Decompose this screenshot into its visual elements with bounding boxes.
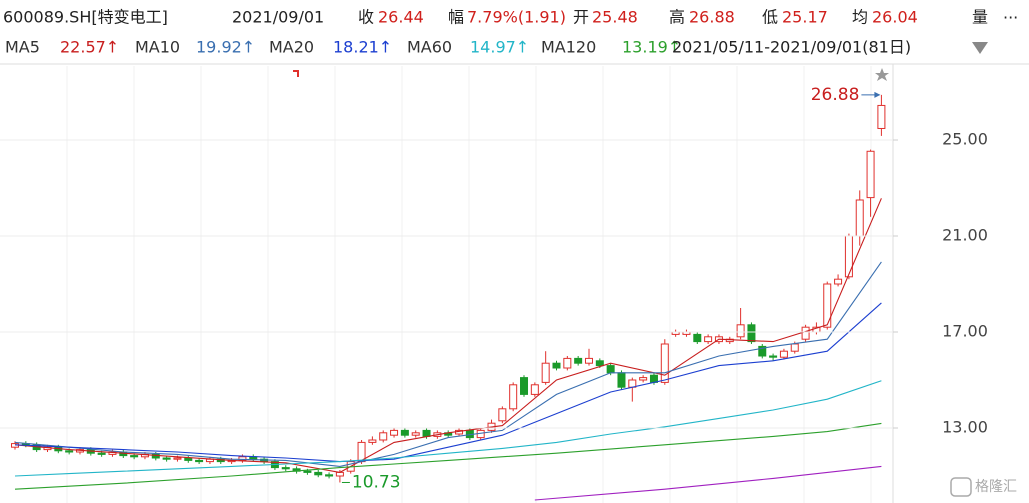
ma-line	[14, 302, 882, 463]
candle-body	[314, 471, 323, 476]
candle-body	[162, 457, 171, 460]
candle-body	[390, 429, 399, 436]
y-tick-label: 17.00	[942, 322, 988, 341]
candle-body	[758, 345, 767, 357]
candle-body	[97, 452, 106, 455]
candle-body	[790, 343, 799, 352]
candle-body	[422, 429, 431, 437]
high-annotation: 26.88	[811, 85, 860, 105]
candle-body	[130, 455, 139, 458]
candle-body	[281, 467, 290, 470]
candle-body	[303, 470, 312, 473]
candle-body	[411, 432, 420, 436]
y-tick-label: 13.00	[942, 418, 988, 437]
candle-body	[834, 278, 843, 285]
candle-body	[704, 336, 713, 343]
volume-label: 量	[972, 8, 988, 27]
ma-line	[14, 422, 882, 490]
change-label: 幅	[448, 8, 464, 27]
candle-body	[541, 362, 550, 383]
legend-value: 19.92↑	[196, 38, 255, 57]
candle-body	[325, 474, 334, 477]
candle-body	[595, 360, 604, 367]
chart-title: 600089.SH[特变电工]	[3, 8, 168, 27]
star-icon	[875, 68, 889, 81]
candle-body	[379, 432, 388, 441]
candle-body	[747, 324, 756, 343]
more[interactable]: ...	[1003, 4, 1018, 23]
legend-name: MA5	[5, 38, 40, 57]
candle-body	[801, 326, 810, 340]
open-value: 25.48	[592, 8, 638, 27]
plot-area	[11, 66, 886, 503]
close-label: 收	[358, 8, 374, 27]
open-label: 开	[573, 8, 589, 27]
candle-body	[639, 377, 648, 381]
candle-body	[877, 104, 886, 129]
legend-name: MA120	[541, 38, 596, 57]
candle-body	[736, 324, 745, 338]
high-label: 高	[669, 8, 685, 27]
candle-body	[660, 343, 669, 383]
close-value: 26.44	[378, 8, 424, 27]
candle-body	[520, 377, 529, 395]
high-arrowhead	[874, 91, 881, 98]
candle-body	[617, 372, 626, 388]
candle-body	[65, 450, 74, 453]
watermark: 格隆汇	[950, 477, 1017, 497]
candle-body	[574, 357, 583, 364]
candle-body	[584, 357, 593, 364]
range-label: 2021/05/11-2021/09/01(81日)	[672, 38, 911, 57]
high-value: 26.88	[689, 8, 735, 27]
avg-label: 均	[852, 8, 868, 27]
candle-body	[173, 457, 182, 460]
legend-value: 18.21↑	[333, 38, 392, 57]
legend-value: 13.19↑	[622, 38, 681, 57]
ma-line	[14, 380, 882, 477]
candle-body	[552, 362, 561, 369]
candle-body	[400, 429, 409, 436]
low-label: 低	[762, 8, 778, 27]
candle-body	[866, 150, 875, 199]
candle-body	[769, 355, 778, 358]
y-tick-label: 21.00	[942, 226, 988, 245]
low-annotation: 10.73	[352, 472, 401, 492]
candle-body	[498, 408, 507, 422]
ma-line	[14, 198, 882, 473]
candle-body	[693, 333, 702, 343]
candle-body	[855, 199, 864, 237]
candle-body	[151, 453, 160, 459]
candle-body	[779, 350, 788, 358]
legend-name: MA20	[269, 38, 314, 57]
watermark-icon	[950, 477, 972, 497]
y-tick-label: 25.00	[942, 130, 988, 149]
change-value: 7.79%(1.91)	[467, 8, 566, 27]
avg-value: 26.04	[872, 8, 918, 27]
candle-body	[844, 235, 853, 278]
candle-body	[195, 459, 204, 463]
candle-body	[823, 283, 832, 328]
candle-body	[606, 365, 615, 374]
ma-line	[534, 465, 882, 501]
dropdown-icon[interactable]	[972, 42, 988, 54]
ma-line	[14, 261, 882, 467]
candle-body	[563, 357, 572, 369]
legend-value: 22.57↑	[60, 38, 119, 57]
marker	[293, 70, 299, 77]
candle-body	[509, 384, 518, 410]
legend-value: 14.97↑	[470, 38, 529, 57]
candle-body	[368, 439, 377, 443]
legend-name: MA60	[407, 38, 452, 57]
candle-body	[530, 384, 539, 395]
date: 2021/09/01	[232, 8, 324, 27]
low-value: 25.17	[782, 8, 828, 27]
legend-name: MA10	[135, 38, 180, 57]
candle-body	[184, 457, 193, 461]
watermark-text: 格隆汇	[975, 479, 1017, 495]
